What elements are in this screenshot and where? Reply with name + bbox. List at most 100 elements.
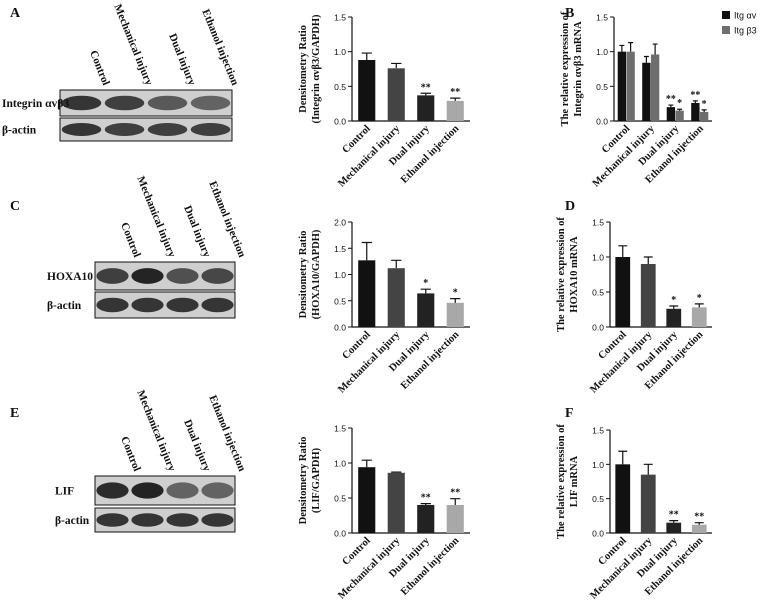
lane-label: Ethanol injection — [206, 180, 247, 260]
blot-band — [61, 123, 102, 136]
y-tick-label: 1.5 — [592, 218, 604, 228]
bar — [691, 524, 707, 533]
significance: * — [697, 293, 702, 304]
blot-band — [190, 123, 231, 136]
y-tick-label: 2.0 — [334, 218, 346, 228]
blot-row-label: β-actin — [47, 300, 82, 312]
y-tick-label: 1.0 — [334, 459, 346, 469]
error-bar — [652, 43, 658, 55]
error-bar — [420, 92, 431, 96]
error-bar — [618, 245, 628, 257]
y-axis-label: The relative expression of — [556, 424, 567, 539]
legend-label: Itg β3 — [734, 26, 757, 36]
y-tick-label: 0.0 — [592, 323, 604, 333]
blot-band — [131, 297, 164, 313]
error-bar — [677, 108, 683, 111]
blot-band — [166, 482, 199, 499]
bar — [417, 95, 435, 121]
blot-band — [131, 482, 164, 499]
bar — [615, 464, 631, 533]
bar — [387, 68, 405, 121]
bar — [446, 505, 464, 533]
bar — [640, 264, 656, 327]
significance: * — [677, 98, 682, 109]
lane-label: Dual injury — [181, 418, 213, 474]
blot-row-label: β-actin — [2, 125, 37, 137]
y-axis-label: LIF mRNA — [569, 455, 580, 507]
blot-band — [61, 95, 102, 111]
y-axis-label: Densitometry Ratio — [298, 231, 309, 319]
y-axis-label: The relative expression of — [556, 217, 567, 332]
error-bar — [669, 305, 679, 309]
blot-band — [190, 95, 231, 111]
blot-band — [96, 297, 129, 313]
bar — [417, 505, 435, 533]
bar — [675, 110, 684, 121]
bar — [642, 62, 651, 121]
blot-strip — [59, 117, 233, 142]
lane-label: Ethanol injection — [199, 8, 240, 88]
y-tick-label: 0.0 — [334, 529, 346, 539]
y-tick-label: 0.5 — [334, 296, 346, 306]
blot-row-label: β-actin — [55, 515, 90, 527]
blot-band — [96, 482, 129, 499]
lane-label: Dual injury — [181, 204, 213, 260]
blot-row-label: Integrin αvβ3 — [2, 98, 69, 110]
error-bar — [391, 259, 402, 269]
error-bar — [701, 109, 707, 112]
significance: * — [671, 295, 676, 306]
lane-label: Mechanical injury — [134, 388, 178, 473]
significance: ** — [669, 510, 679, 521]
bar — [446, 302, 464, 327]
bar — [387, 472, 405, 533]
significance: ** — [666, 94, 676, 105]
blot-band — [147, 123, 188, 136]
significance: ** — [694, 512, 704, 523]
y-tick-label: 1.0 — [334, 270, 346, 280]
lane-label: Control — [118, 221, 143, 259]
y-tick-label: 1.0 — [596, 47, 608, 57]
y-tick-label: 0.5 — [592, 288, 604, 298]
y-tick-label: 1.0 — [592, 253, 604, 263]
error-bar — [391, 471, 402, 473]
error-bar — [669, 520, 679, 523]
error-bar — [694, 303, 704, 308]
error-bar — [618, 450, 628, 465]
blot-band — [166, 513, 199, 527]
lane-label: Mechanical injury — [111, 2, 155, 87]
blot-band — [96, 268, 129, 284]
y-tick-label: 1.5 — [334, 424, 346, 434]
y-tick-label: 0.5 — [596, 82, 608, 92]
bar — [691, 102, 700, 121]
error-bar — [420, 288, 431, 294]
panel-letter: E — [10, 406, 19, 421]
blot-band — [166, 268, 199, 284]
lane-label: Control — [118, 435, 143, 473]
y-tick-label: 1.5 — [334, 13, 346, 23]
blot-band — [166, 297, 199, 313]
blot-band — [201, 297, 234, 313]
error-bar — [619, 44, 625, 52]
bar — [615, 257, 631, 327]
bar — [358, 59, 376, 121]
blot-band — [131, 513, 164, 527]
y-tick-label: 0.0 — [334, 117, 346, 127]
significance: * — [702, 99, 707, 110]
bar — [666, 308, 682, 327]
panel-letter: A — [10, 6, 21, 21]
significance: * — [453, 288, 458, 299]
blot-band — [104, 123, 145, 136]
bar — [640, 474, 656, 533]
bar — [617, 51, 627, 121]
y-tick-label: 1.5 — [334, 244, 346, 254]
bar — [358, 467, 376, 533]
panel-letter: B — [565, 6, 574, 21]
bar — [666, 107, 676, 121]
error-bar — [643, 463, 653, 475]
error-bar — [361, 241, 372, 261]
bar — [417, 293, 435, 327]
y-axis-label: Integrin αvβ3 mRNA — [573, 21, 584, 117]
lane-label: Dual injury — [166, 32, 198, 88]
y-axis-label: (HOXA10/GAPDH) — [311, 229, 322, 319]
